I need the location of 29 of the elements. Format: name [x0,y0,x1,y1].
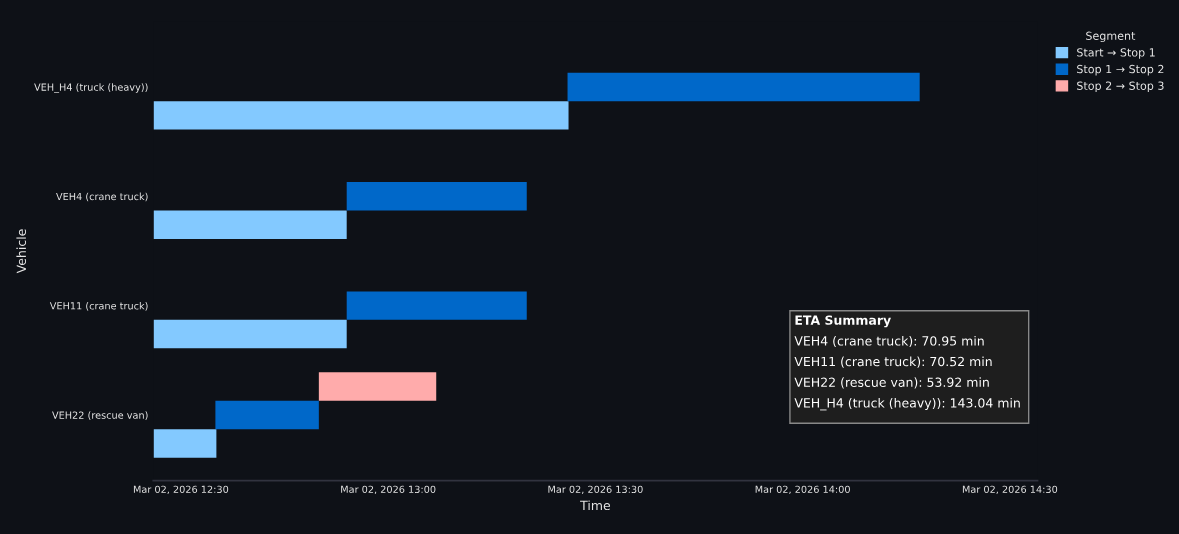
annotation: ETA Summary [795,315,891,328]
bar [346,182,527,211]
bar [215,400,319,430]
annotation: VEH4 (crane truck): 70.95 min [794,335,984,348]
x-tick-label: Mar 02, 2026 12:30 [133,485,229,494]
bar [153,319,347,349]
x-tick-label: Mar 02, 2026 13:00 [341,485,436,494]
bar [318,372,437,401]
x-axis-title: Time [580,500,611,511]
bar [346,291,527,320]
y-tick-label: VEH22 (rescue van) [52,411,148,420]
annotation: VEH22 (rescue van): 53.92 min [794,377,989,389]
annotation: VEH11 (crane truck): 70.52 min [794,356,992,368]
annotation: VEH_H4 (truck (heavy)): 143.04 min [794,397,1020,411]
bar [153,429,217,458]
y-tick-label: VEH11 (crane truck) [49,301,148,311]
legend-title: Segment [1086,31,1136,43]
bar [153,101,569,130]
legend-label: Start → Stop 1 [1077,48,1155,59]
x-tick-label: Mar 02, 2026 13:30 [548,485,643,494]
x-tick-label: Mar 02, 2026 14:30 [962,485,1058,494]
legend-label: Stop 1 → Stop 2 [1077,64,1164,76]
y-axis-title: Vehicle [16,229,27,274]
legend-label: Stop 2 → Stop 3 [1077,81,1164,93]
y-tick-label: VEH4 (crane truck) [56,192,148,202]
bar [153,210,347,239]
y-tick-label: VEH_H4 (truck (heavy)) [34,83,148,93]
x-tick-label: Mar 02, 2026 14:00 [755,485,850,494]
bar [567,72,920,102]
